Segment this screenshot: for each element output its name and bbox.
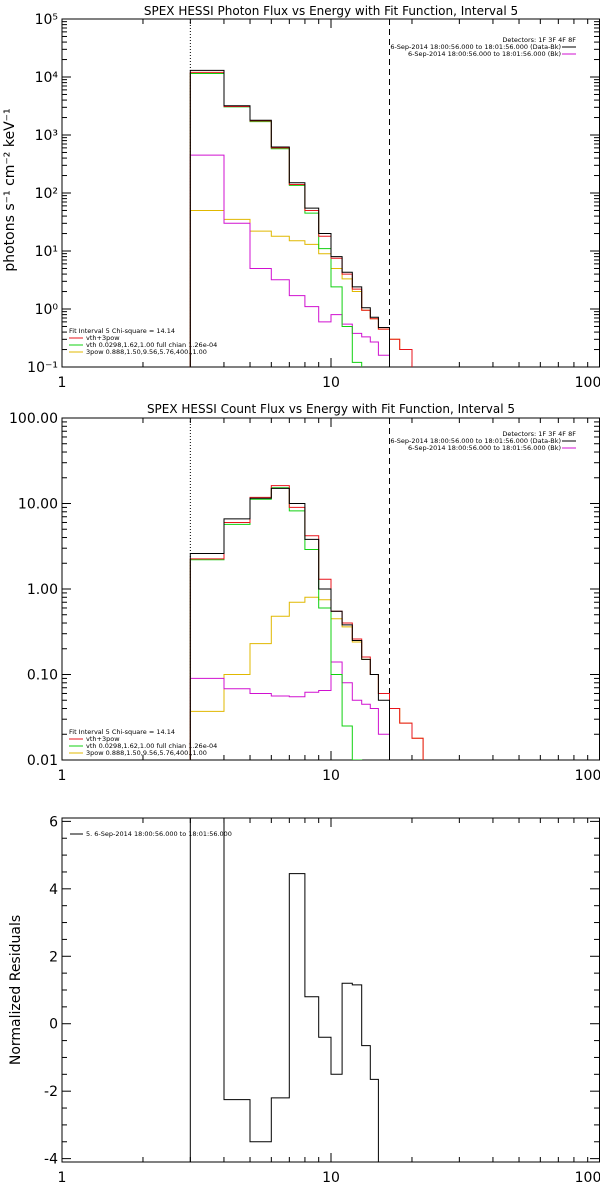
- count-legend-bk: 6-Sep-2014 18:00:56.000 to 18:01:56.000 …: [408, 444, 561, 452]
- x-tick-label-2: 10: [322, 1170, 340, 1186]
- y-tick-label-1: 100.00: [9, 411, 58, 427]
- count-legend-total: vth+3pow: [86, 735, 120, 743]
- y-tick-label-0: 10⁵: [35, 12, 58, 28]
- x-tick-label-1: 100: [575, 768, 600, 784]
- photon-legend-vth: vth 0.0298,1.62,1.00 full chian 1.26e-04: [86, 341, 217, 349]
- x-tick-label-0: 1: [58, 375, 67, 391]
- series-residuals-2: [189, 818, 390, 1162]
- photon-flux-title: SPEX HESSI Photon Flux vs Energy with Fi…: [144, 4, 518, 18]
- count-flux-title: SPEX HESSI Count Flux vs Energy with Fit…: [147, 402, 515, 416]
- photon-flux-panel: SPEX HESSI Photon Flux vs Energy with Fi…: [2, 4, 600, 391]
- x-tick-label-0: 100: [575, 375, 600, 391]
- series-bkg-1: [189, 661, 390, 760]
- series-spow-1: [189, 596, 424, 760]
- residuals-panel: Normalized Residuals 5. 6-Sep-2014 18:00…: [8, 814, 600, 1186]
- x-tick-label-1: 10: [322, 768, 340, 784]
- y-tick-label-2: -4: [44, 1152, 58, 1168]
- y-tick-label-2: 0: [49, 1017, 58, 1033]
- residuals-legend: 5. 6-Sep-2014 18:00:56.000 to 18:01:56.0…: [86, 830, 232, 838]
- y-tick-label-2: 2: [49, 949, 58, 965]
- series-total-0: [189, 71, 413, 367]
- y-tick-label-2: -2: [44, 1084, 58, 1100]
- x-tick-label-0: 10: [322, 375, 340, 391]
- photon-legend-chisq: Fit Interval 5 Chi-square = 14.14: [69, 327, 175, 335]
- series-data-1: [189, 487, 390, 760]
- photon-legend-data-bk: 6-Sep-2014 18:00:56.000 to 18:01:56.000 …: [390, 43, 561, 51]
- x-tick-label-2: 100: [575, 1170, 600, 1186]
- plot-frame-2: [61, 817, 600, 1163]
- series-data-0: [189, 69, 390, 367]
- y-tick-label-0: 10²: [35, 186, 58, 202]
- y-tick-label-0: 10¹: [35, 244, 58, 260]
- photon-legend-detectors: Detectors: 1F 3F 4F 8F: [502, 36, 576, 44]
- photon-legend-3pow: 3pow 0.888,1.50,9.56,5.76,400.,1.00: [86, 348, 207, 356]
- y-tick-label-0: 10⁴: [35, 70, 59, 86]
- y-tick-label-2: 6: [49, 814, 58, 830]
- y-tick-label-1: 0.01: [27, 753, 58, 769]
- y-tick-label-1: 1.00: [27, 582, 58, 598]
- count-legend-detectors: Detectors: 1F 3F 4F 8F: [502, 430, 576, 438]
- x-tick-label-2: 1: [58, 1170, 67, 1186]
- y-tick-label-1: 10.00: [18, 497, 58, 513]
- count-legend-3pow: 3pow 0.888,1.50,9.56,5.76,400.,1.00: [86, 749, 207, 757]
- photon-legend-bk: 6-Sep-2014 18:00:56.000 to 18:01:56.000 …: [408, 50, 561, 58]
- photon-legend-total: vth+3pow: [86, 334, 120, 342]
- count-legend-chisq: Fit Interval 5 Chi-square = 14.14: [69, 728, 175, 736]
- series-bkg-0: [189, 154, 390, 367]
- y-tick-label-0: 10⁰: [35, 302, 59, 318]
- count-legend-vth: vth 0.0298,1.62,1.00 full chian 1.26e-04: [86, 742, 217, 750]
- count-flux-panel: SPEX HESSI Count Flux vs Energy with Fit…: [9, 402, 600, 784]
- y-tick-label-0: 10⁻¹: [27, 360, 58, 376]
- series-vth-0: [189, 73, 363, 367]
- series-total-1: [189, 485, 424, 760]
- x-tick-label-1: 1: [58, 768, 67, 784]
- residuals-ylabel: Normalized Residuals: [8, 915, 24, 1065]
- series-vth-1: [189, 487, 363, 760]
- photon-flux-ylabel: photons s⁻¹ cm⁻² keV⁻¹: [2, 108, 18, 271]
- y-tick-label-1: 0.10: [27, 668, 58, 684]
- y-tick-label-0: 10³: [35, 128, 58, 144]
- y-tick-label-2: 4: [49, 882, 58, 898]
- count-legend-data-bk: 6-Sep-2014 18:00:56.000 to 18:01:56.000 …: [390, 437, 561, 445]
